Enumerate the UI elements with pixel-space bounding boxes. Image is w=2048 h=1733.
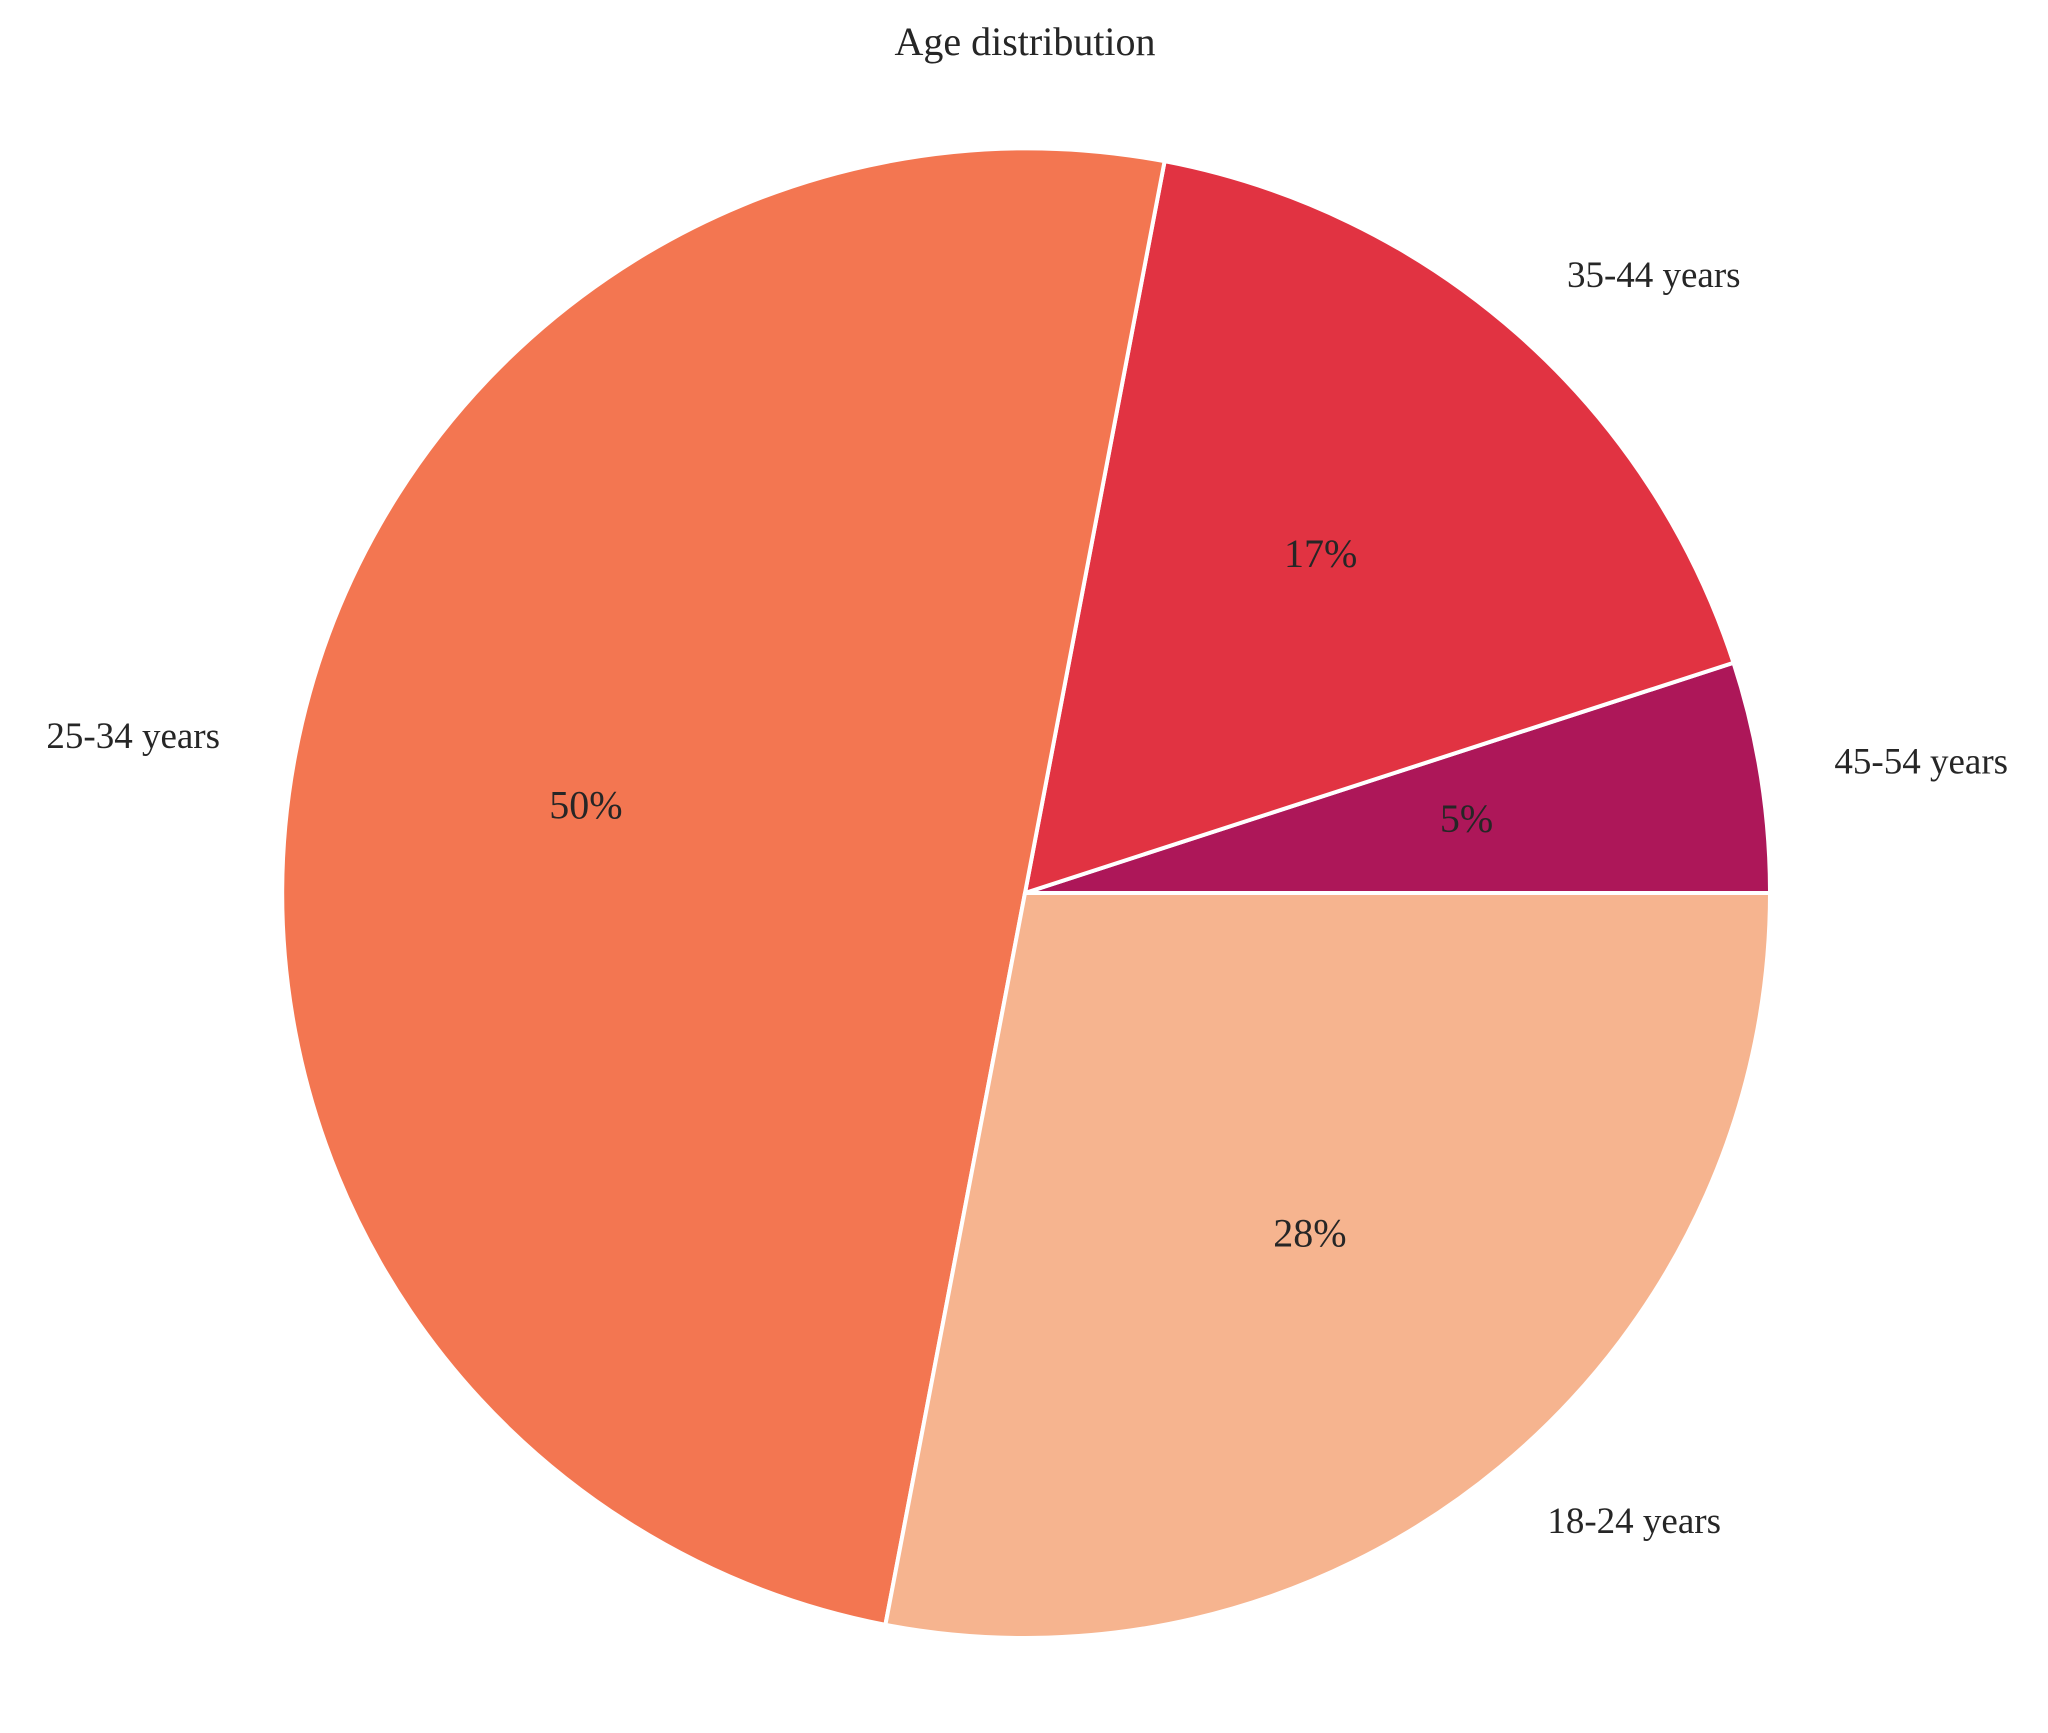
slice-percent-18-24-years: 28% bbox=[1273, 1211, 1346, 1256]
slice-label-45-54-years: 45-54 years bbox=[1834, 741, 2008, 782]
slice-label-35-44-years: 35-44 years bbox=[1567, 255, 1741, 296]
slice-percent-25-34-years: 50% bbox=[549, 782, 622, 827]
slice-label-25-34-years: 25-34 years bbox=[46, 716, 220, 757]
slice-percent-35-44-years: 17% bbox=[1284, 531, 1357, 576]
slice-percent-45-54-years: 5% bbox=[1440, 796, 1493, 841]
chart-title: Age distribution bbox=[894, 19, 1155, 64]
slice-label-18-24-years: 18-24 years bbox=[1547, 1501, 1721, 1542]
pie-slice-18-24-years bbox=[883, 891, 1772, 1640]
pie-slice-45-54-years bbox=[1023, 660, 1772, 895]
pie-slice-25-34-years bbox=[280, 146, 1167, 1627]
pie-labels: 45-54 years 5% 35-44 years 17% 25-34 years 50… bbox=[46, 255, 2008, 1542]
pie-slices bbox=[280, 146, 1772, 1640]
pie-slice-35-44-years bbox=[1023, 159, 1736, 895]
